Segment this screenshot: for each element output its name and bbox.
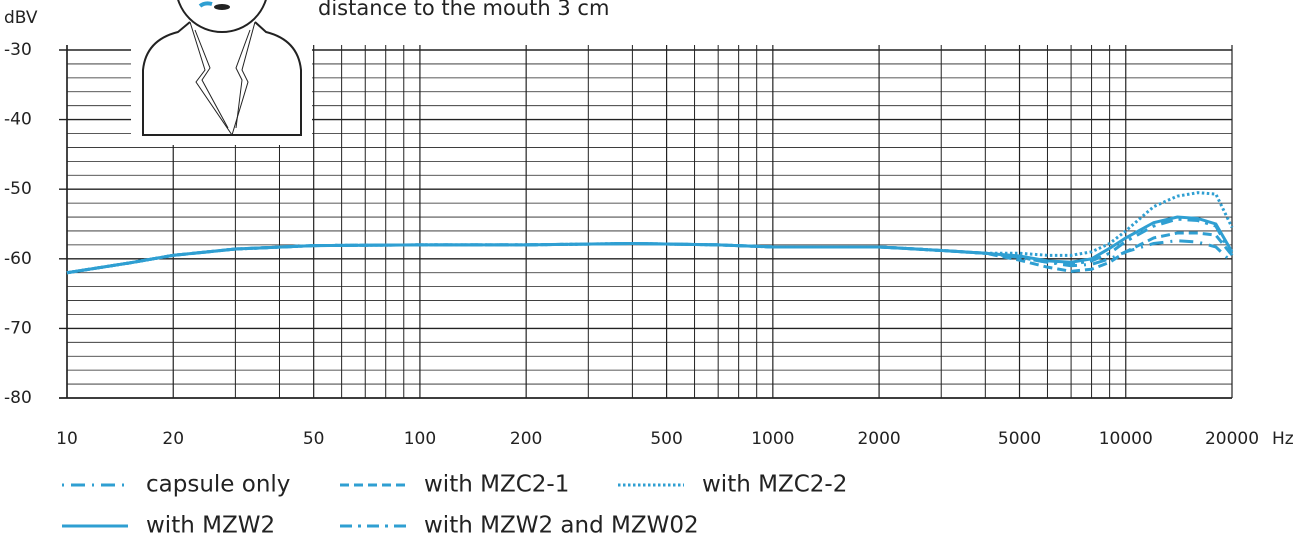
- x-tick-label: 2000: [857, 429, 900, 449]
- page: {"chart_data": { "type": "line", "title"…: [0, 0, 1306, 539]
- person-illustration: [131, 0, 312, 145]
- chart-title: distance to the mouth 3 cm: [318, 0, 609, 20]
- x-tick-label: 500: [650, 429, 682, 449]
- legend-label: with MZW2 and MZW02: [424, 513, 699, 539]
- x-tick-label: 1000: [751, 429, 794, 449]
- chart: -80 -70 -60 -50 -40 -30 10 20 50 100 200 500 1000 200…: [0, 0, 1306, 539]
- x-tick-label: 10: [56, 429, 78, 449]
- x-tick-label: 10000: [1099, 429, 1153, 449]
- x-tick-label: 100: [404, 429, 436, 449]
- y-tick-label: -80: [4, 388, 32, 408]
- y-tick-label: -70: [4, 318, 32, 338]
- legend-label: with MZC2-2: [702, 472, 847, 498]
- y-tick-label: -60: [4, 249, 32, 269]
- plot-lines: [67, 193, 1232, 273]
- x-tick-label: 200: [510, 429, 542, 449]
- x-tick-label: 20: [162, 429, 184, 449]
- x-tick-label: 5000: [998, 429, 1041, 449]
- x-tick-label: 50: [303, 429, 325, 449]
- series-line: [67, 233, 1232, 273]
- legend-label: with MZC2-1: [424, 472, 569, 498]
- y-tick-label: -40: [4, 110, 32, 130]
- series-line: [67, 219, 1232, 273]
- x-tick-label: 20000: [1205, 429, 1259, 449]
- legend-label: capsule only: [146, 472, 290, 498]
- legend-label: with MZW2: [146, 513, 275, 539]
- x-axis-label: Hz: [1272, 429, 1294, 449]
- y-tick-label: -30: [4, 40, 32, 60]
- y-axis-label: dBV: [4, 8, 38, 28]
- y-tick-label: -50: [4, 179, 32, 199]
